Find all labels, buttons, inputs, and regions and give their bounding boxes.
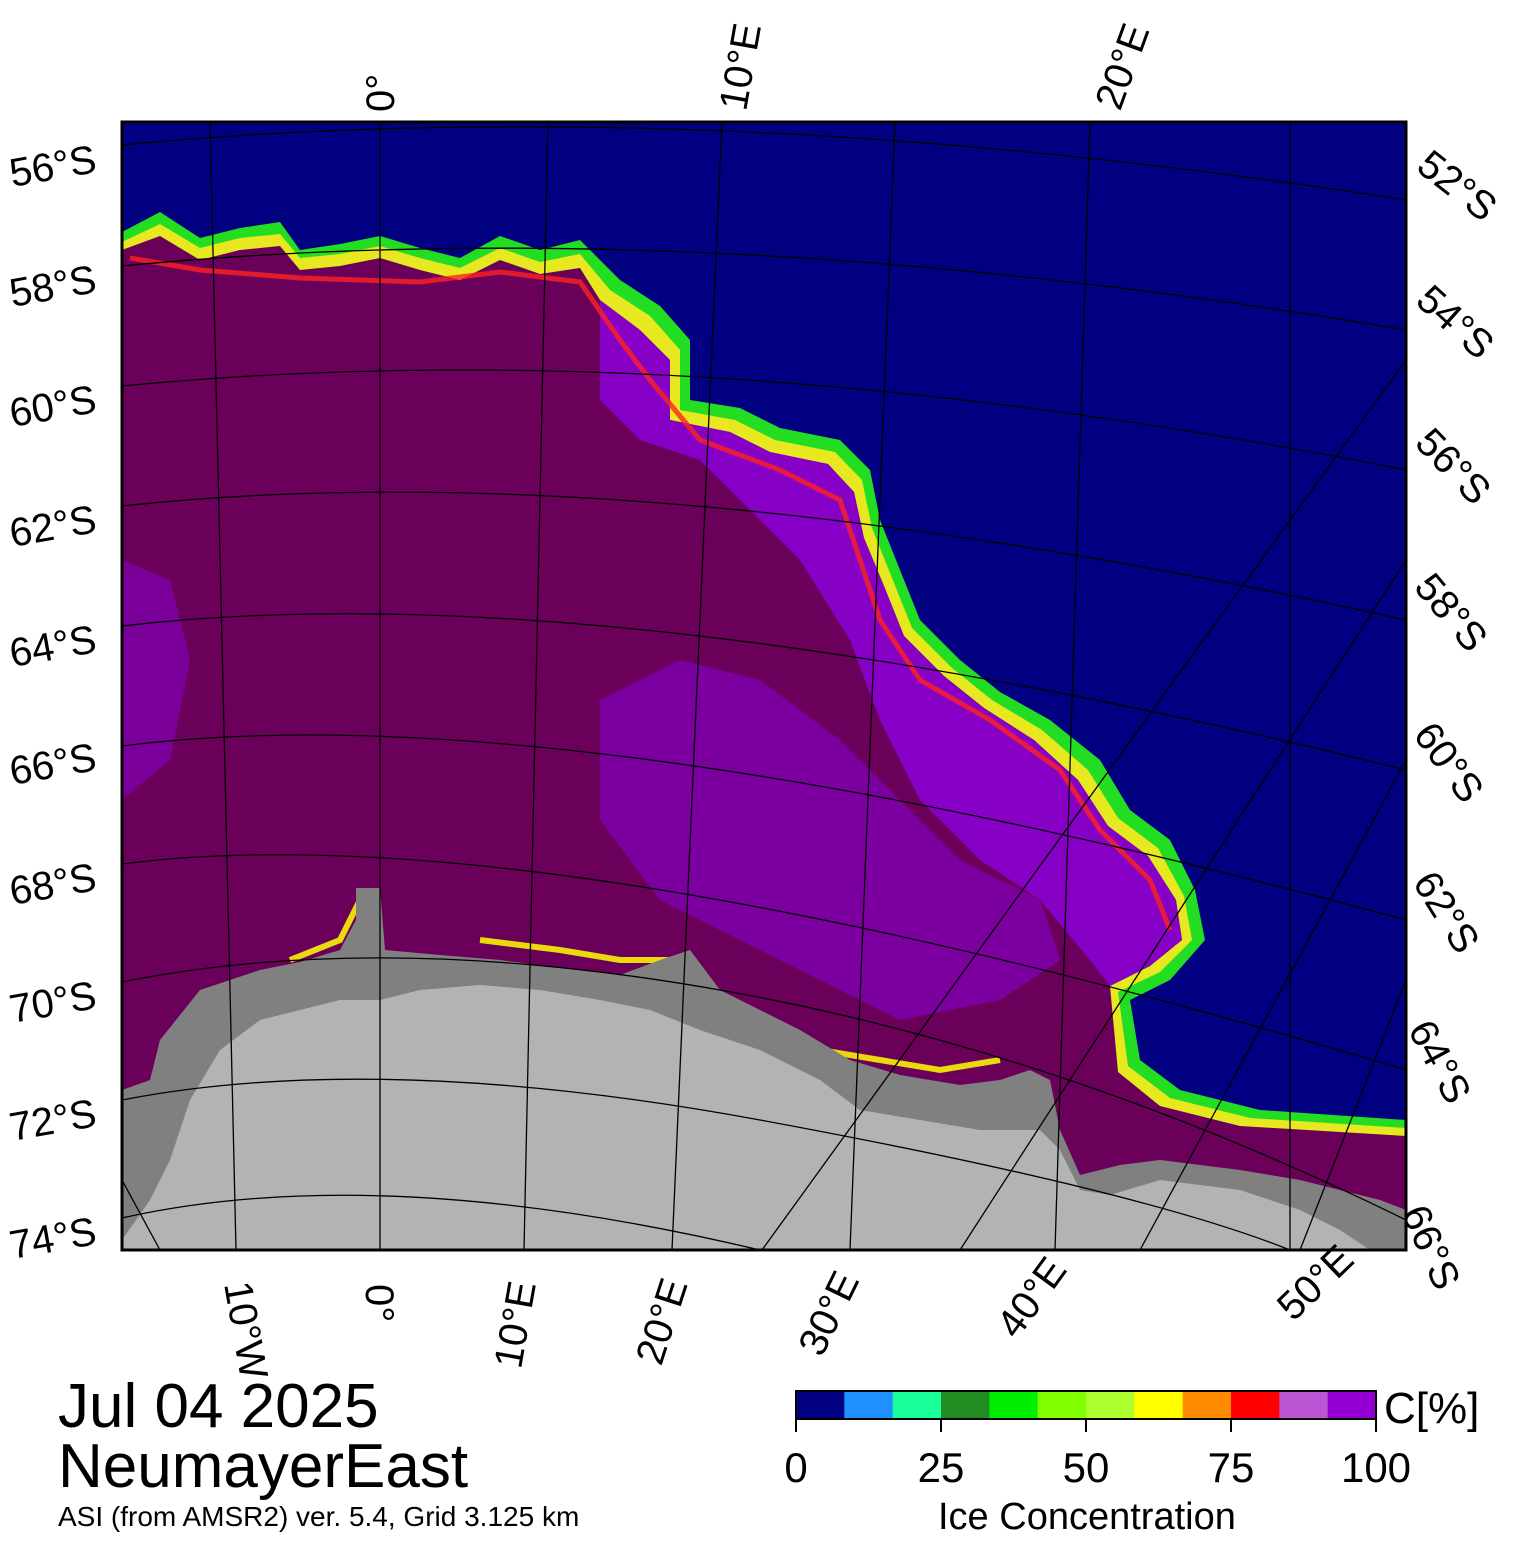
right-lat-label: 54°S bbox=[1408, 277, 1502, 368]
left-lat-label: 56°S bbox=[6, 137, 99, 195]
right-lat-label: 58°S bbox=[1406, 565, 1496, 660]
data-source: ASI (from AMSR2) ver. 5.4, Grid 3.125 km bbox=[58, 1501, 580, 1532]
left-lat-label: 72°S bbox=[6, 1091, 99, 1149]
left-lat-labels: 56°S 58°S 60°S 62°S 64°S 66°S 68°S 70°S … bbox=[6, 137, 99, 1267]
bottom-lon-label: 40°E bbox=[988, 1249, 1075, 1345]
colorbar-segment bbox=[1182, 1391, 1232, 1419]
top-lon-label: 0° bbox=[359, 74, 403, 112]
colorbar-tick-label: 50 bbox=[1062, 1444, 1110, 1491]
left-lat-label: 66°S bbox=[6, 735, 99, 793]
bottom-lon-label: 20°E bbox=[628, 1273, 697, 1370]
colorbar-segment bbox=[844, 1391, 894, 1419]
colorbar bbox=[795, 1390, 1377, 1432]
colorbar-tick-label: 25 bbox=[917, 1444, 965, 1491]
region-name: NeumayerEast bbox=[58, 1432, 469, 1501]
left-lat-label: 64°S bbox=[6, 617, 99, 675]
colorbar-segment bbox=[892, 1391, 942, 1419]
colorbar-segment bbox=[1279, 1391, 1329, 1419]
bottom-lon-label: 30°E bbox=[790, 1265, 868, 1363]
colorbar-segments bbox=[796, 1391, 1377, 1419]
bottom-lon-label: 10°E bbox=[486, 1278, 544, 1371]
colorbar-segment bbox=[1134, 1391, 1184, 1419]
graticule-parallels bbox=[122, 126, 1406, 1250]
top-lon-label: 10°E bbox=[712, 20, 770, 113]
left-lat-label: 70°S bbox=[6, 973, 99, 1031]
right-lat-label: 62°S bbox=[1404, 864, 1488, 961]
bottom-lon-label: 10°W bbox=[215, 1278, 275, 1383]
right-lat-labels: 52°S 54°S 56°S 58°S 60°S 62°S 64°S 66°S bbox=[1393, 142, 1505, 1296]
ice-coast-yellow bbox=[288, 898, 1001, 1074]
right-lat-label: 60°S bbox=[1405, 714, 1492, 810]
ice-lower-concentration-2 bbox=[600, 660, 1060, 1020]
colorbar-unit: C[%] bbox=[1384, 1384, 1480, 1433]
colorbar-segment bbox=[1327, 1391, 1377, 1419]
colorbar-segment bbox=[1086, 1391, 1135, 1419]
ice-edge-red bbox=[129, 255, 1173, 931]
top-lon-labels: 0° 10°E 20°E bbox=[359, 18, 1158, 115]
right-lat-label: 52°S bbox=[1409, 142, 1505, 230]
left-lat-label: 60°S bbox=[6, 377, 99, 435]
bottom-lon-label: 0° bbox=[357, 1284, 401, 1322]
graticule-meridians bbox=[122, 122, 1406, 1250]
colorbar-title: Ice Concentration bbox=[938, 1496, 1236, 1538]
left-lat-label: 74°S bbox=[6, 1209, 99, 1267]
left-lat-label: 58°S bbox=[6, 257, 99, 315]
colorbar-segment bbox=[941, 1391, 990, 1419]
ice-lower-concentration bbox=[600, 300, 1182, 986]
top-lon-label: 20°E bbox=[1087, 18, 1158, 115]
colorbar-segment bbox=[1037, 1391, 1087, 1419]
colorbar-tick-label: 100 bbox=[1340, 1444, 1412, 1491]
colorbar-segment bbox=[1231, 1391, 1280, 1419]
map-frame bbox=[120, 120, 1408, 1252]
left-lat-label: 62°S bbox=[6, 497, 99, 555]
colorbar-tick-label: 75 bbox=[1207, 1444, 1255, 1491]
title-block: Jul 04 2025 NeumayerEast ASI (from AMSR2… bbox=[58, 1372, 580, 1534]
left-lat-label: 68°S bbox=[6, 855, 99, 913]
colorbar-tick-label: 0 bbox=[784, 1444, 808, 1491]
colorbar-segment bbox=[989, 1391, 1039, 1419]
right-lat-label: 64°S bbox=[1399, 1013, 1479, 1111]
bottom-lon-labels: 10°W 0° 10°E 20°E 30°E 40°E 50°E bbox=[215, 1237, 1362, 1383]
right-lat-label: 56°S bbox=[1407, 420, 1499, 513]
colorbar-segment bbox=[796, 1391, 845, 1419]
colorbar-ticks bbox=[795, 1419, 1377, 1432]
map-date: Jul 04 2025 bbox=[58, 1372, 379, 1441]
